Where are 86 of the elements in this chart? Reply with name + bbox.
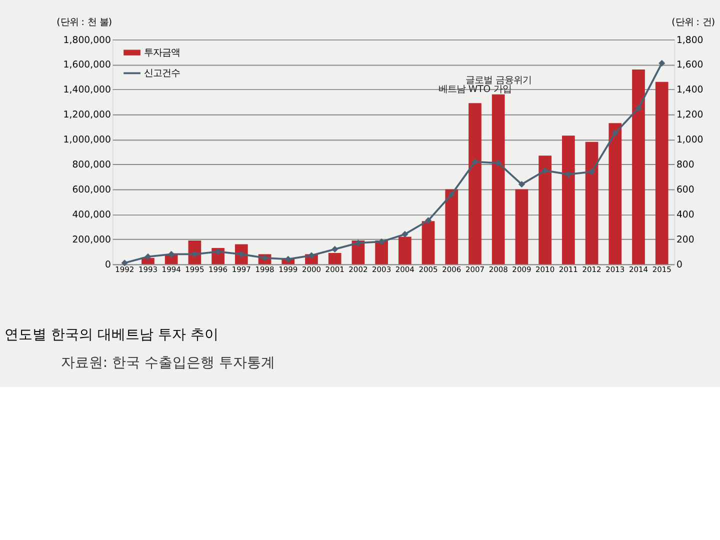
y2-tick-label: 1,000: [676, 134, 704, 146]
point: [565, 170, 572, 178]
x-tick-label: 1993: [138, 265, 158, 274]
point: [448, 190, 455, 198]
point: [121, 260, 128, 266]
x-tick-label: 2011: [558, 265, 578, 274]
y-tick-label: 200,000: [72, 234, 111, 246]
bar: [515, 189, 528, 264]
y2-tick-label: 0: [676, 259, 682, 270]
y-tick-label: 1,800,000: [63, 34, 111, 46]
point: [214, 248, 222, 256]
y-tick-label: 1,400,000: [63, 84, 111, 96]
legend-label: 투자금액: [144, 47, 180, 58]
y2-tick-label: 800: [676, 160, 694, 171]
bar: [398, 236, 412, 264]
point: [495, 160, 502, 166]
point: [542, 167, 548, 174]
point: [588, 168, 596, 176]
x-tick-label: 2010: [536, 265, 555, 274]
x-tick-label: 1995: [185, 265, 204, 274]
point: [424, 217, 432, 224]
text: 연도별 한국의 대베트남 투자 추이: [4, 327, 219, 344]
point: [284, 256, 292, 263]
y-tick-label: 600,000: [72, 184, 111, 196]
point: [635, 104, 642, 112]
x-tick-label: 1992: [115, 265, 134, 274]
point: [518, 180, 526, 188]
y-tick-label: 800,000: [72, 160, 111, 171]
x-tick-label: 2006: [442, 265, 462, 274]
bar: [445, 189, 458, 264]
x-tick-label: 2003: [372, 265, 392, 274]
x-tick-label: 2008: [488, 265, 508, 274]
x-tick-label: 2005: [418, 265, 438, 274]
bar: [468, 103, 482, 264]
y-axis-title: (단위 : 천 불): [56, 16, 112, 28]
point: [402, 230, 408, 238]
x-tick-label: 1997: [232, 265, 252, 274]
y2-tick-label: 600: [676, 184, 694, 196]
x-tick-label: 2004: [395, 265, 415, 274]
x-tick-label: 2013: [606, 265, 625, 274]
x-tick-label: 2002: [348, 265, 368, 274]
x-tick-label: 1996: [208, 265, 228, 274]
bar: [562, 136, 575, 264]
x-tick-label: 2009: [512, 265, 532, 274]
legend-label: 신고건수: [144, 68, 180, 79]
point: [612, 130, 618, 136]
text: 자료원: 한국 수출입은행 투자통계: [60, 355, 275, 372]
x-tick-label: 2001: [325, 265, 345, 274]
y2-tick-label: 1,400: [676, 84, 704, 96]
x-tick-label: 2012: [582, 265, 602, 274]
y2-tick-label: 200: [676, 234, 694, 246]
bar: [375, 240, 388, 264]
bar: [538, 156, 552, 264]
point: [332, 246, 338, 253]
point: [144, 253, 152, 260]
bar: [328, 252, 342, 264]
y-tick-label: 1,600,000: [63, 60, 111, 71]
y2-tick-label: 1,200: [676, 110, 704, 121]
point: [308, 252, 315, 259]
annotation: 베트남 WTO 가입: [438, 84, 512, 95]
point: [378, 238, 385, 246]
x-tick-label: 2014: [628, 265, 648, 274]
y2-tick-label: 1,600: [676, 60, 704, 71]
bar: [632, 69, 645, 264]
y2-tick-label: 400: [676, 210, 694, 221]
bar: [422, 221, 435, 264]
x-tick-label: 1994: [162, 265, 182, 274]
x-tick-label: 2000: [302, 265, 322, 274]
bar: [585, 142, 598, 264]
x-tick-label: 1998: [255, 265, 275, 274]
y-tick-label: 400,000: [72, 210, 111, 221]
point: [168, 250, 175, 258]
point: [354, 240, 362, 246]
x-tick-label: 2007: [465, 265, 485, 274]
bar: [492, 94, 505, 264]
y2-axis-title: (단위 : 건): [672, 16, 716, 28]
point: [472, 158, 478, 166]
y2-tick-label: 1,800: [676, 34, 704, 46]
y-tick-label: 1,200,000: [63, 110, 111, 121]
y-tick-label: 0: [104, 259, 111, 270]
x-tick-label: 2015: [652, 265, 672, 274]
bar: [608, 123, 622, 264]
bar: [655, 82, 668, 264]
x-tick-label: 1999: [278, 265, 298, 274]
y-tick-label: 1,000,000: [63, 134, 111, 146]
point: [658, 60, 666, 67]
